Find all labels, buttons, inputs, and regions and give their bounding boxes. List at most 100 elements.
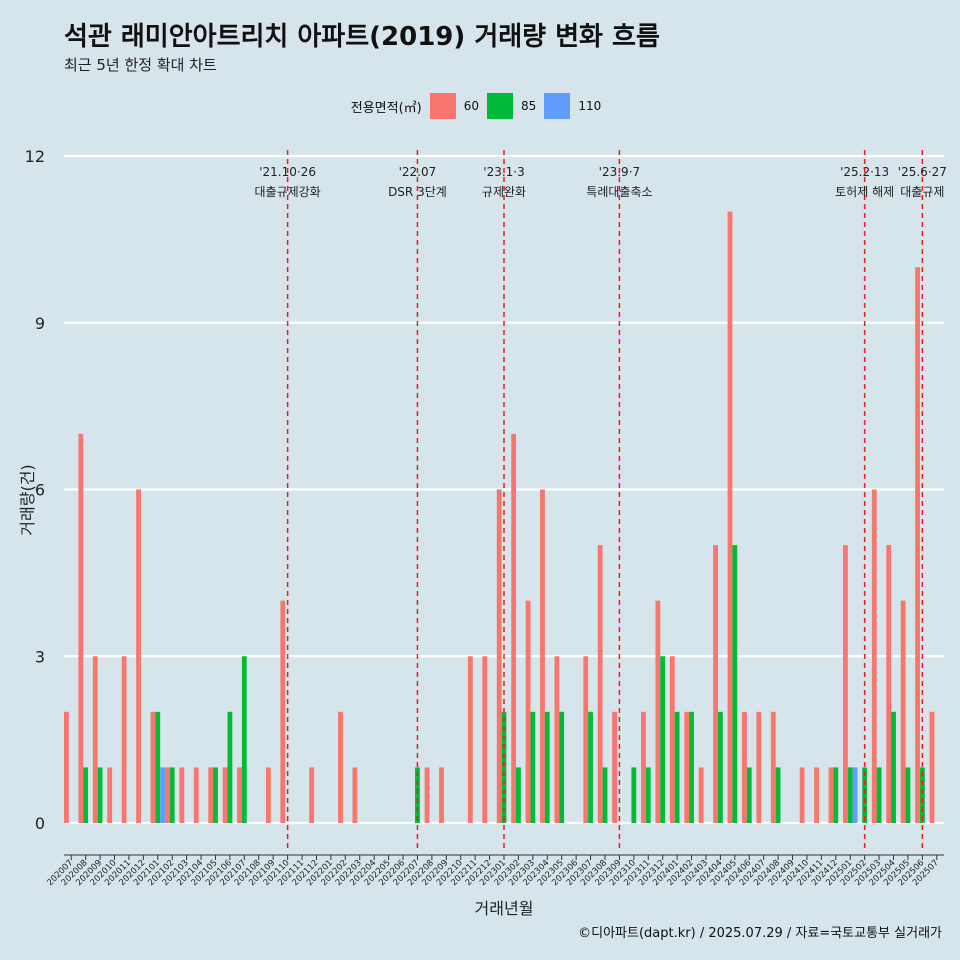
- bar-85-202304: [544, 711, 550, 823]
- bar-85-202310: [631, 767, 637, 823]
- legend-swatch-110: [544, 93, 571, 119]
- bar-60-202407: [756, 711, 762, 823]
- bar-85-202402: [689, 711, 694, 823]
- bar-85-202308: [602, 767, 608, 823]
- event-label-202110: 대출규제강화: [254, 185, 320, 199]
- bar-60-202402: [684, 711, 690, 823]
- bar-60-202506: [915, 267, 920, 824]
- bar-85-202505: [905, 767, 911, 823]
- legend-swatch-60: [429, 93, 456, 119]
- bar-60-202009: [92, 656, 98, 823]
- event-date-202506: '25.6·27: [898, 165, 947, 179]
- bar-60-202012: [136, 489, 141, 823]
- bar-85-202101: [155, 711, 161, 823]
- bar-60-202209: [439, 767, 444, 823]
- bar-60-202410: [799, 767, 805, 823]
- bar-110-202501: [852, 767, 858, 823]
- event-date-202502: '25.2·13: [840, 165, 889, 179]
- y-tick-label: 3: [35, 647, 45, 666]
- y-tick-label: 9: [35, 314, 45, 333]
- event-label-202207: DSR 3단계: [388, 185, 447, 199]
- bar-60-202405: [727, 211, 733, 824]
- bar-85-202102: [169, 767, 175, 823]
- x-axis-title: 거래년월: [475, 899, 534, 918]
- bar-85-202503: [876, 767, 882, 823]
- bar-60-202208: [424, 767, 430, 823]
- bar-85-202009: [97, 767, 103, 823]
- event-label-202502: 토허제 해제: [835, 185, 894, 199]
- bar-60-202212: [482, 656, 488, 823]
- bar-85-202401: [674, 711, 680, 823]
- bar-60-202107: [237, 767, 242, 823]
- bar-60-202011: [121, 656, 127, 823]
- legend-label-110: 110: [578, 99, 602, 113]
- bar-85-202406: [746, 767, 752, 823]
- legend-label-60: 60: [463, 99, 480, 113]
- legend-item-85: 85: [487, 93, 536, 119]
- bar-60-202203: [352, 767, 358, 823]
- bar-60-202103: [179, 767, 185, 823]
- bar-60-202403: [698, 767, 704, 823]
- bar-60-202311: [641, 711, 646, 823]
- y-tick-label: 12: [25, 147, 45, 166]
- legend: 전용면적(㎡) 60 85 110: [0, 93, 960, 119]
- bar-60-202301: [496, 489, 502, 823]
- bar-60-202105: [208, 767, 214, 823]
- legend-item-60: 60: [429, 93, 480, 119]
- bar-85-202301: [501, 711, 507, 823]
- event-date-202110: '21.10·26: [259, 165, 316, 179]
- bar-60-202411: [814, 767, 819, 823]
- source-caption: ©디아파트(dapt.kr) / 2025.07.29 / 자료=국토교통부 실…: [578, 926, 942, 941]
- bar-85-202405: [732, 545, 738, 823]
- bar-60-202007: [64, 711, 69, 823]
- bar-60-202307: [583, 656, 589, 823]
- bar-60-202303: [525, 600, 531, 823]
- bar-60-202501: [843, 545, 848, 823]
- legend-item-110: 110: [544, 93, 601, 119]
- event-label-202301: 규제완화: [482, 185, 526, 199]
- chart-subtitle: 최근 5년 한정 확대 차트: [64, 56, 217, 74]
- bar-60-202008: [78, 433, 84, 823]
- bar-85-202506: [919, 767, 925, 823]
- bar-85-202107: [241, 656, 247, 823]
- bar-60-202408: [770, 711, 776, 823]
- legend-title: 전용면적(㎡): [350, 100, 422, 116]
- bar-85-202105: [213, 767, 218, 823]
- event-label-202309: 특례대출축소: [586, 185, 652, 199]
- bar-85-202412: [833, 767, 839, 823]
- bar-60-202110: [280, 600, 286, 823]
- bar-60-202302: [511, 433, 517, 823]
- bar-60-202406: [742, 711, 747, 823]
- bar-85-202312: [660, 656, 666, 823]
- bar-60-202104: [193, 767, 199, 823]
- bar-85-202501: [847, 767, 853, 823]
- bar-85-202404: [717, 711, 723, 823]
- bar-60-202112: [309, 767, 315, 823]
- bar-60-202102: [164, 767, 170, 823]
- event-date-202301: '23.1·3: [483, 165, 524, 179]
- bar-60-202211: [467, 656, 473, 823]
- legend-label-85: 85: [521, 99, 537, 113]
- bar-60-202109: [265, 767, 271, 823]
- chart-title: 석관 래미안아트리치 아파트(2019) 거래량 변화 흐름: [64, 22, 660, 52]
- bar-60-202309: [612, 711, 618, 823]
- bar-85-202106: [227, 711, 233, 823]
- bar-60-202106: [222, 767, 228, 823]
- bar-85-202305: [559, 711, 565, 823]
- bar-60-202010: [107, 767, 113, 823]
- bar-60-202507: [929, 711, 935, 823]
- bar-85-202504: [891, 711, 896, 823]
- bar-85-202502: [862, 767, 868, 823]
- bar-60-202401: [669, 656, 675, 823]
- bar-60-202503: [871, 489, 877, 823]
- bar-60-202101: [150, 711, 156, 823]
- bar-60-202308: [597, 545, 603, 823]
- y-tick-label: 6: [35, 481, 45, 500]
- bar-85-202008: [83, 767, 89, 823]
- bar-60-202404: [713, 545, 718, 823]
- bar-110-202101: [160, 767, 165, 823]
- bar-60-202202: [338, 711, 343, 823]
- bar-60-202304: [540, 489, 545, 823]
- bar-60-202312: [655, 600, 661, 823]
